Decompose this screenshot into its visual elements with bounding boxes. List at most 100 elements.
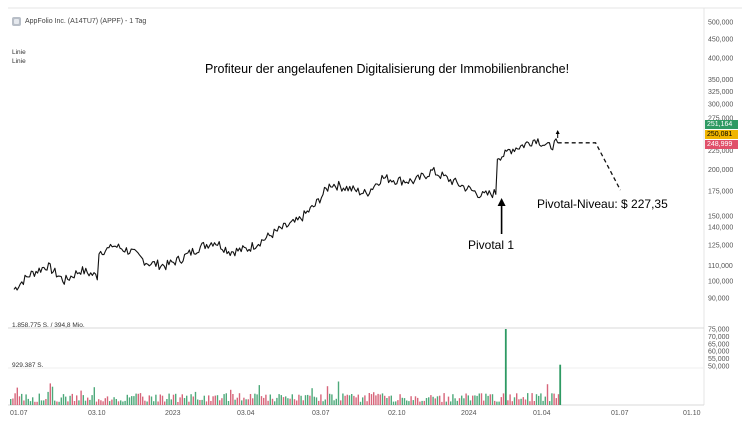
volume-bar	[236, 397, 238, 405]
volume-bar	[234, 399, 236, 405]
y-tick-label: 450,000	[708, 37, 733, 44]
volume-bar	[172, 394, 175, 405]
volume-bar	[258, 385, 260, 405]
volume-bar	[388, 396, 390, 405]
volume-bar	[557, 394, 560, 405]
volume-bar	[302, 400, 304, 405]
volume-bar	[18, 396, 21, 405]
volume-bar	[335, 398, 337, 405]
volume-bar	[210, 401, 212, 405]
volume-bar	[201, 399, 203, 405]
volume-bar	[219, 400, 221, 405]
volume-bar	[54, 400, 56, 405]
volume-bar	[496, 401, 498, 405]
volume-bar	[485, 393, 487, 405]
volume-bar	[458, 398, 461, 405]
volume-bar	[144, 400, 146, 405]
volume-bar	[474, 395, 476, 405]
volume-bar	[390, 395, 392, 405]
chart-title: Profiteur der angelaufenen Digitalisieru…	[205, 62, 570, 76]
volume-bar	[311, 388, 313, 405]
pivotal-point-label: Pivotal 1	[468, 238, 515, 252]
volume-bar	[313, 396, 315, 405]
volume-bar	[337, 381, 340, 405]
x-tick-label: 03.04	[237, 410, 255, 417]
volume-bar	[76, 395, 78, 405]
volume-bar	[10, 399, 12, 405]
volume-bar	[379, 394, 381, 405]
volume-bar	[489, 394, 491, 405]
volume-bar	[14, 393, 16, 405]
volume-bar	[106, 396, 109, 405]
volume-tick-label: 65,000	[708, 341, 730, 348]
volume-bar	[148, 395, 150, 405]
volume-bar	[296, 400, 298, 405]
volume-bar	[84, 400, 87, 405]
volume-bar	[43, 400, 45, 405]
x-tick-label: 03.10	[88, 410, 106, 417]
volume-bar	[276, 397, 278, 405]
volume-bar	[260, 396, 263, 405]
y-tick-label: 100,000	[708, 279, 733, 286]
volume-bar	[509, 394, 511, 405]
volume-bar	[527, 393, 529, 405]
x-tick-label: 02.10	[388, 410, 406, 417]
volume-bar	[494, 400, 496, 405]
projection-line	[557, 142, 621, 191]
volume-bar	[304, 395, 307, 405]
volume-bar	[157, 401, 159, 405]
volume-bar	[65, 396, 67, 405]
volume-bar	[216, 395, 219, 405]
volume-bar	[340, 400, 342, 405]
volume-bar	[487, 395, 489, 405]
volume-bar	[100, 400, 102, 405]
volume-bar	[23, 400, 25, 405]
volume-bar	[78, 400, 80, 405]
volume-bar	[245, 399, 247, 405]
volume-bar	[142, 396, 144, 405]
volume-bar	[205, 401, 208, 405]
y-tick-label: 500,000	[708, 20, 733, 27]
y-tick-label: 350,000	[708, 77, 733, 84]
volume-bar	[320, 394, 322, 405]
y-tick-label: 125,000	[708, 243, 733, 250]
volume-bar	[203, 395, 205, 405]
volume-bar	[344, 395, 346, 405]
volume-bar	[483, 400, 485, 405]
volume-bar	[249, 394, 252, 405]
volume-bar	[289, 398, 291, 405]
volume-bar	[454, 398, 456, 405]
annotation-arrows	[497, 130, 560, 234]
volume-bar	[516, 393, 518, 405]
volume-bar	[498, 401, 500, 405]
volume-bar	[69, 395, 71, 405]
volume-bar	[164, 401, 166, 405]
volume-bar	[355, 397, 357, 405]
volume-bar	[293, 399, 296, 405]
volume-bar	[421, 400, 423, 405]
volume-bar	[386, 398, 388, 405]
volume-bar	[38, 393, 40, 405]
volume-bar	[247, 399, 249, 405]
volume-bar	[511, 401, 513, 405]
volume-bar	[102, 401, 104, 405]
x-tick-label: 01.07	[10, 410, 28, 417]
volume-bar	[214, 395, 216, 405]
volume-bar	[346, 394, 348, 405]
volume-bar	[170, 399, 172, 405]
volume-bar	[166, 399, 168, 405]
volume-bar	[436, 396, 439, 405]
volume-bar	[392, 401, 395, 405]
volume-bar	[199, 400, 201, 405]
volume-readout-max: 1.858.775 S. / 394,8 Mio.	[12, 322, 85, 329]
volume-bar	[287, 398, 289, 405]
volume-bar	[197, 399, 199, 405]
volume-bar	[153, 401, 155, 405]
volume-bar	[412, 400, 414, 405]
volume-bar	[331, 394, 333, 405]
volume-bar	[298, 394, 300, 405]
volume-bar	[16, 387, 18, 405]
volume-bar	[177, 402, 179, 405]
volume-bar	[45, 399, 47, 405]
